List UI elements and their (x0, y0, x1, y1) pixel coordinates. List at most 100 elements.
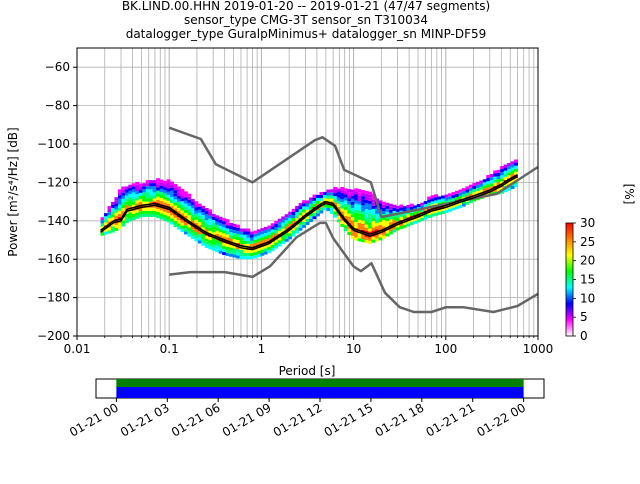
density-cell (170, 196, 174, 200)
density-cell (114, 224, 119, 228)
probability-density-bands (100, 159, 518, 260)
density-cell (496, 188, 501, 192)
density-cell (416, 216, 421, 220)
density-cell (249, 243, 254, 247)
density-cell (173, 199, 178, 203)
density-cell (183, 200, 188, 204)
density-cell (135, 191, 140, 195)
density-cell (354, 231, 359, 235)
title-line-1: BK.LIND.00.HHN 2019-01-20 -- 2019-01-21 … (122, 0, 490, 13)
density-cell (357, 216, 362, 220)
density-cell (448, 193, 452, 197)
density-cell (163, 205, 167, 209)
density-cell (312, 210, 317, 214)
density-cell (392, 220, 397, 224)
density-cell (156, 187, 161, 191)
density-cell (124, 217, 129, 221)
density-cell (416, 204, 421, 208)
new-high-noise-model-line (168, 126, 539, 219)
density-cell (343, 225, 348, 229)
density-cell (176, 186, 181, 190)
density-cell (152, 183, 157, 187)
density-cell (427, 211, 432, 215)
density-cell (388, 222, 393, 226)
density-cell (368, 200, 372, 204)
density-cell (197, 203, 202, 207)
density-cell (371, 227, 376, 231)
density-cell (131, 214, 136, 218)
density-cell (218, 216, 223, 220)
density-cell (190, 235, 195, 239)
density-cell (183, 191, 188, 195)
density-cell (298, 221, 303, 225)
density-cell (385, 230, 390, 234)
density-cell (409, 219, 414, 223)
y-tick-label: −80 (45, 99, 70, 113)
density-cell (208, 230, 213, 234)
density-cell (284, 226, 289, 230)
density-cell (406, 204, 411, 209)
density-cell (267, 234, 272, 238)
density-cell (347, 192, 352, 196)
timeline-tick-label: 01-21 12 (271, 400, 325, 439)
density-cell (420, 214, 425, 218)
density-cell (218, 244, 223, 248)
density-cell (170, 215, 174, 219)
density-cell (399, 213, 404, 217)
density-cell (176, 211, 181, 215)
density-cell (194, 207, 199, 211)
density-cell (194, 238, 199, 242)
density-cell (117, 223, 122, 227)
density-cell (218, 247, 223, 251)
density-cell (176, 201, 181, 205)
timeline-tick-label: 01-21 06 (169, 400, 223, 439)
density-cell (190, 226, 195, 230)
density-cell (357, 207, 362, 211)
density-cell (347, 213, 352, 217)
density-cell (194, 219, 199, 223)
density-cell (507, 181, 511, 185)
density-cell (465, 192, 470, 196)
density-cell (260, 228, 265, 232)
density-cell (117, 201, 122, 205)
density-cell (180, 228, 185, 232)
density-cell (420, 217, 425, 222)
density-cell (434, 212, 439, 216)
density-cell (503, 170, 508, 174)
density-cell (128, 196, 133, 201)
density-cell (187, 205, 192, 210)
density-cell (503, 176, 508, 180)
density-cell (152, 204, 157, 208)
density-cell (163, 196, 167, 200)
density-cell (138, 189, 143, 193)
density-cell (347, 188, 352, 193)
density-cell (291, 214, 296, 219)
density-cell (493, 176, 498, 180)
density-cell (197, 218, 202, 223)
density-cell (468, 190, 473, 194)
density-cell (343, 228, 348, 232)
density-cell (183, 215, 188, 220)
density-cell (350, 235, 355, 239)
density-cell (128, 215, 133, 219)
density-cell (243, 237, 247, 241)
density-cell (312, 203, 317, 207)
density-cell (104, 231, 108, 235)
density-cell (152, 213, 157, 217)
density-cell (170, 190, 174, 194)
density-cell (368, 203, 372, 207)
density-cell (215, 246, 220, 250)
density-cell (333, 196, 338, 200)
density-cell (152, 195, 157, 199)
density-cell (138, 205, 143, 209)
density-cell (124, 192, 129, 196)
density-cell (503, 167, 508, 171)
density-cell (451, 204, 456, 208)
density-cell (246, 249, 251, 254)
density-cell (222, 251, 227, 256)
density-cell (388, 216, 393, 220)
density-cell (291, 208, 296, 212)
density-cell (448, 196, 452, 200)
density-cell (166, 191, 171, 195)
density-cell (256, 238, 261, 242)
